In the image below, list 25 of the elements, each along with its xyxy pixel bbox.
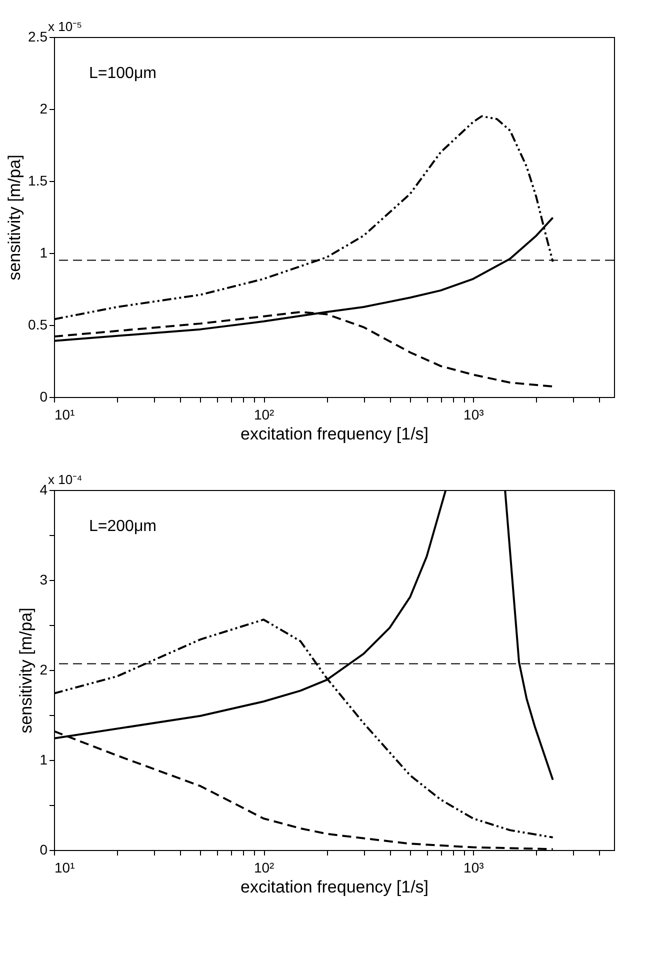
y-tick-label: 3 (40, 572, 48, 588)
y-tick-label: 1.5 (28, 172, 48, 188)
y-tick-label: 0.5 (28, 316, 48, 332)
y-axis-title: sensitivity [m/pa] (16, 608, 36, 734)
y-tick-label: 4 (40, 482, 48, 498)
y-tick-label: 2 (40, 100, 48, 116)
x-tick-label: 10¹ (54, 406, 76, 422)
x-axis-title: excitation frequency [1/s] (240, 878, 429, 896)
y-tick-label: 2 (40, 662, 48, 678)
y-tick-label: 0 (40, 388, 48, 404)
y-tick-label: 1 (40, 752, 48, 768)
text: x 10⁻⁴ (48, 472, 82, 487)
x-tick-label: 10² (254, 406, 275, 422)
y-tick-label: 2.5 (28, 28, 48, 44)
y-tick-label: 0 (40, 842, 48, 858)
y-axis-title: sensitivity [m/pa] (5, 154, 24, 280)
x-axis-title: excitation frequency [1/s] (240, 424, 429, 444)
annotation: L=100μm (89, 65, 156, 82)
x-tick-label: 10³ (464, 406, 484, 422)
x-tick-label: 10³ (464, 860, 484, 876)
text: x 10⁻⁵ (48, 19, 82, 34)
x-tick-label: 10² (254, 860, 275, 876)
x-tick-label: 10¹ (54, 860, 76, 876)
annotation: L=200μm (89, 518, 156, 535)
y-tick-label: 1 (40, 244, 48, 260)
